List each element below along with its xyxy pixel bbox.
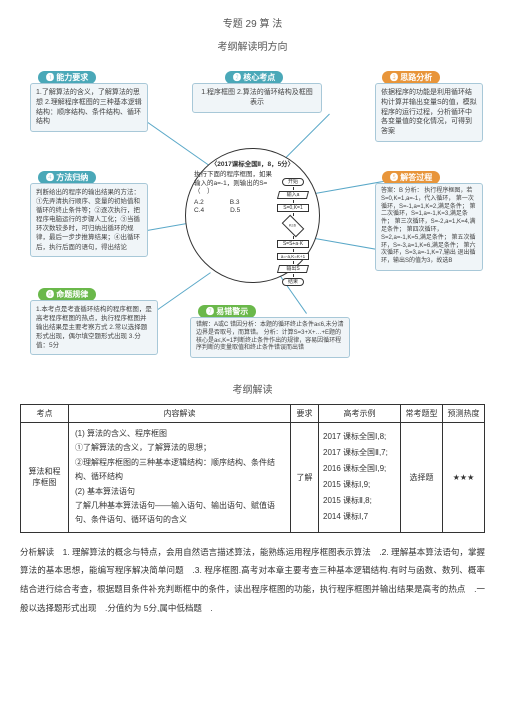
td-content: (1) 算法的含义、程序框图 ①了解算法的含义，了解算法的思想； ②理解程序框图… [69, 423, 291, 533]
td-topic: 算法和程序框图 [21, 423, 69, 533]
sub-title-1: 考纲解读明方向 [20, 38, 485, 53]
analysis-text: 分析解读 1. 理解算法的概念与特点，会用自然语言描述算法，能熟练运用程序框图表… [20, 543, 485, 618]
th-content: 内容解读 [69, 405, 291, 423]
fc-init: S=0,K=1 [277, 204, 309, 212]
fc-step1: S=S+a·K [277, 240, 309, 248]
td-type: 选择题 [401, 423, 443, 533]
box-3: 依据程序的功能是利用循环结构计算并输出变量S的值，模拟程序的运行过程，分析循环中… [375, 83, 483, 142]
exam-table: 考点 内容解读 要求 高考示例 常考题型 预测热度 算法和程序框图 (1) 算法… [20, 404, 485, 533]
th-examples: 高考示例 [319, 405, 401, 423]
fc-cond: K≤6 [282, 215, 305, 238]
box-6: 1.本考点是考查循环结构的程序框图，是高考程序框图的热点，执行程序框图并输出结果… [30, 300, 158, 355]
box-2: 1.程序框图 2.算法的循环结构及框图表示 [192, 83, 322, 113]
fc-end: 结束 [282, 278, 304, 286]
box-7: 错解：A或C 错因分析：本题的循环终止条件a≤6,未分清边界是否取号，而算错。 … [190, 317, 350, 358]
box-1: 1.了解算法的含义，了解算法的思想 2.理解程序框图的三种基本逻辑结构：顺序结构… [30, 83, 148, 132]
td-examples: 2017 课标全国Ⅰ,8; 2017 课标全国Ⅱ,7; 2016 课标全国Ⅰ,9… [319, 423, 401, 533]
th-heat: 预测热度 [443, 405, 485, 423]
main-title: 专题 29 算 法 [20, 15, 485, 30]
problem-title: 〈2017课标全国Ⅱ，8，5分〉 [194, 161, 311, 169]
fc-output: 输出S [277, 265, 309, 273]
box-5: 答案：B 分析： 执行程序框图，若S=0,K=1,a=-1，代入循环， 第一次循… [375, 183, 483, 271]
flowchart: 开始 输入a S=0,K=1 K≤6 S=S+a·K a=-a,K=K+1 输出… [273, 177, 313, 287]
th-req: 要求 [291, 405, 319, 423]
problem-options: A.2 B.3 C.4 D.5 [194, 199, 272, 216]
fc-step2: a=-a,K=K+1 [277, 253, 309, 260]
td-req: 了解 [291, 423, 319, 533]
fc-start: 开始 [282, 178, 304, 186]
problem-body: 执行下面的程序框图，如果输入的a=-1，则输出的S=（ ） [194, 171, 272, 196]
sub-title-2: 考纲解读 [20, 381, 485, 396]
fc-input: 输入a [277, 191, 309, 199]
concept-diagram: ❶ 能力要求 ❷ 核心考点 ❸ 思路分析 ❹ 方法归纳 ❺ 解答过程 ❻ 命题规… [20, 63, 485, 373]
th-type: 常考题型 [401, 405, 443, 423]
table-header-row: 考点 内容解读 要求 高考示例 常考题型 预测热度 [21, 405, 485, 423]
table-row: 算法和程序框图 (1) 算法的含义、程序框图 ①了解算法的含义，了解算法的思想；… [21, 423, 485, 533]
center-problem: 〈2017课标全国Ⅱ，8，5分〉 执行下面的程序框图，如果输入的a=-1，则输出… [185, 148, 320, 283]
th-topic: 考点 [21, 405, 69, 423]
td-heat: ★★★ [443, 423, 485, 533]
box-4: 判断给出的程序的输出结果的方法：①先弄清执行顺序、变量的初始值和循环的终止条件等… [30, 183, 148, 257]
